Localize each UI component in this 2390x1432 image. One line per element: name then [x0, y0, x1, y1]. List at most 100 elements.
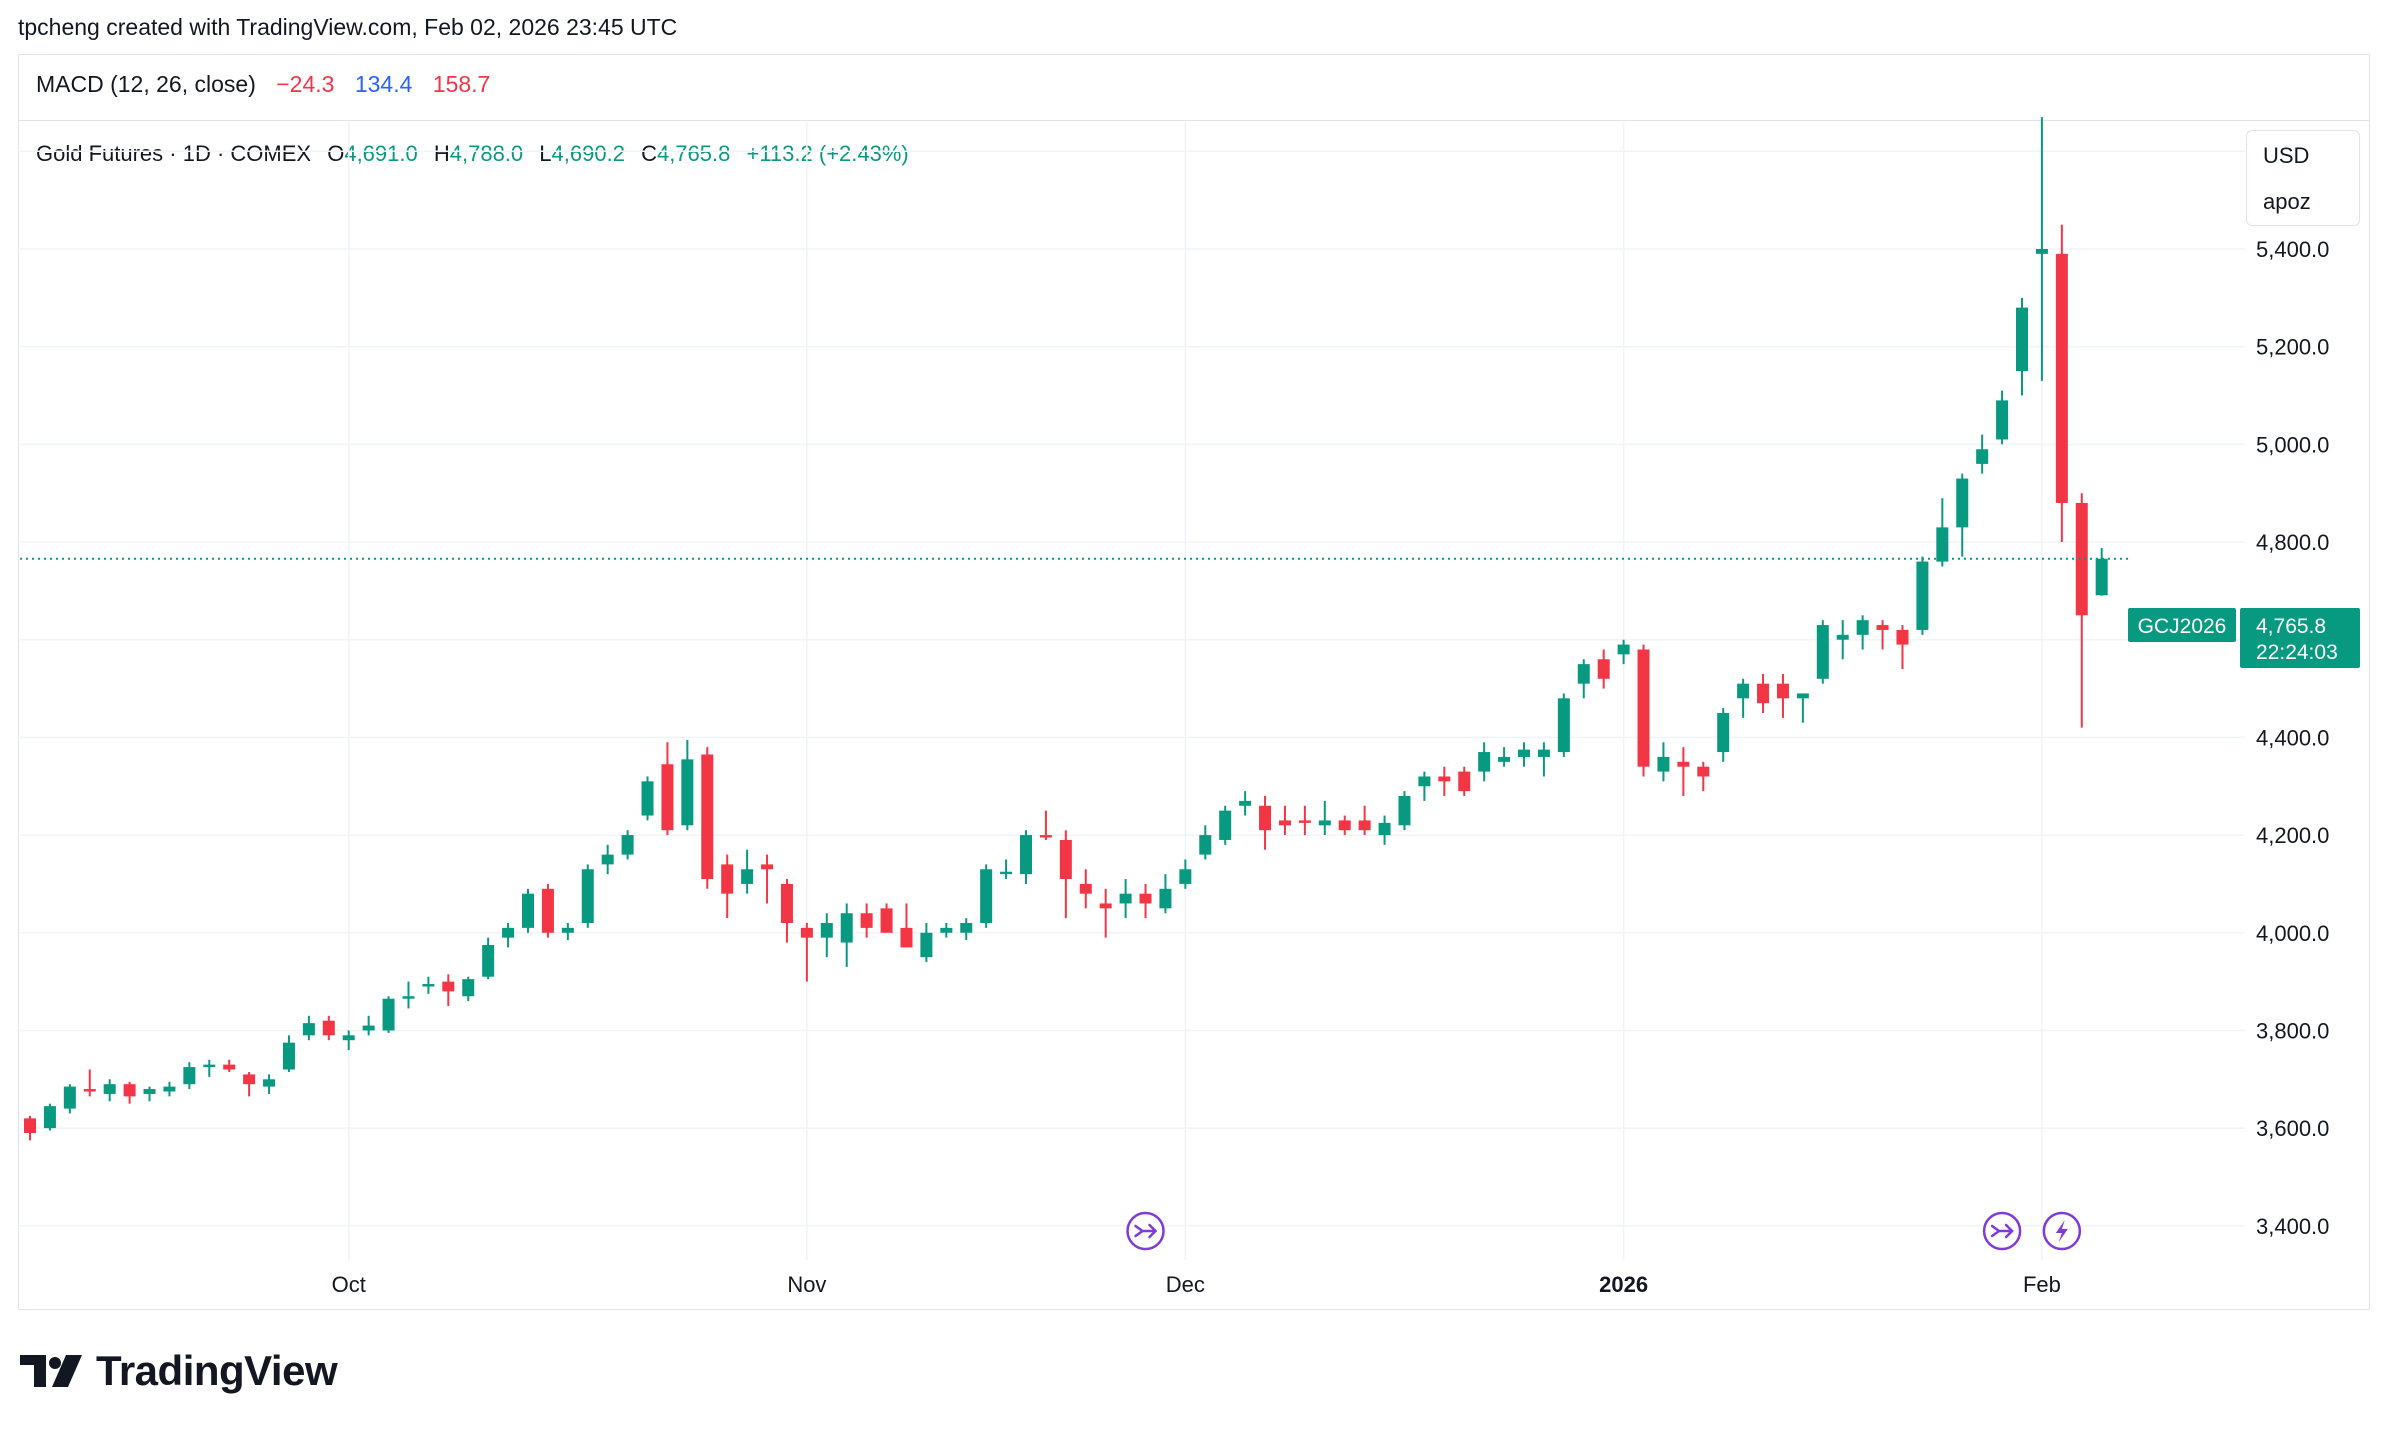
candle-body	[382, 998, 395, 1031]
candle-body	[1318, 820, 1331, 826]
candle	[721, 854, 734, 919]
candle-body	[741, 869, 754, 884]
candle-body	[1079, 883, 1092, 894]
candle	[1677, 747, 1690, 797]
candle	[1597, 649, 1610, 689]
candle-body	[1717, 712, 1730, 753]
ohlc-low: L4,690.2	[539, 141, 625, 166]
candle	[1179, 859, 1192, 889]
candle-body	[1577, 664, 1590, 684]
price-axis[interactable]: 3,400.0 3,600.0 3,800.0 4,000.0 4,200.0 4,400…	[2256, 139, 2329, 1239]
ohlc-open: O4,691.0	[327, 141, 418, 166]
candle	[780, 879, 793, 943]
lightning-event-icon[interactable]	[2042, 1211, 2082, 1251]
symbol-title[interactable]: Gold Futures · 1D · COMEX	[36, 141, 312, 166]
candle	[1219, 805, 1232, 845]
candle-body	[103, 1084, 116, 1094]
currency-unit-box[interactable]: USD apoz	[2246, 130, 2360, 226]
candle-body	[1239, 800, 1252, 806]
macd-label[interactable]: MACD (12, 26, close)	[36, 71, 256, 97]
candle-body	[960, 922, 973, 933]
forward-event-icon[interactable]	[1982, 1211, 2022, 1251]
candle-body	[1677, 761, 1690, 767]
candle	[820, 913, 833, 958]
macd-histogram-value: 158.7	[432, 71, 491, 97]
candle	[940, 922, 953, 938]
candle-body	[282, 1042, 295, 1070]
candle-body	[1597, 659, 1610, 679]
candle	[1876, 620, 1889, 650]
candle	[1757, 673, 1770, 713]
high-value: 4,788.0	[449, 141, 524, 166]
candle	[1896, 625, 1909, 670]
close-key: C	[641, 141, 657, 166]
candle-body	[1219, 810, 1232, 840]
candle-body	[1617, 644, 1630, 655]
candle-body	[522, 893, 534, 928]
candle-body	[1119, 893, 1132, 904]
candle-body	[1438, 776, 1451, 782]
candle	[1956, 473, 1969, 557]
currency-unit[interactable]: apoz	[2263, 189, 2311, 214]
change-value: +113.2 (+2.43%)	[746, 141, 909, 166]
candle-body	[900, 927, 913, 948]
candle-body	[1557, 698, 1570, 753]
candle	[1537, 742, 1550, 777]
candle	[920, 922, 933, 963]
candle-body	[163, 1086, 176, 1092]
candle	[1737, 678, 1750, 718]
forward-glyph	[1990, 1223, 2014, 1239]
candle	[1478, 742, 1491, 782]
time-axis[interactable]: Oct Nov Dec 2026 Feb	[332, 1272, 2061, 1297]
candle	[581, 864, 594, 928]
x-tick-label: Feb	[2023, 1272, 2061, 1297]
forward-event-icon[interactable]	[1126, 1211, 1165, 1251]
price-tag-bg	[2240, 608, 2360, 668]
candle	[1378, 815, 1391, 845]
candle	[1996, 390, 2009, 445]
forward-glyph	[1134, 1223, 1158, 1239]
candle-body	[1099, 903, 1112, 909]
candle	[63, 1084, 76, 1114]
tradingview-logo[interactable]: TradingView	[20, 1345, 338, 1397]
candle-body	[2016, 307, 2028, 372]
price-tag-countdown: 22:24:03	[2256, 641, 2338, 664]
candle-body	[442, 981, 455, 992]
candle	[282, 1035, 295, 1072]
candle-body	[1498, 756, 1511, 762]
close-value: 4,765.8	[656, 141, 731, 166]
candle-body	[800, 927, 813, 938]
open-key: O	[327, 141, 345, 166]
candle	[1000, 859, 1013, 880]
candle-body	[482, 944, 495, 977]
candle-body	[203, 1064, 216, 1068]
candle	[980, 864, 993, 928]
candle	[322, 1015, 335, 1041]
candle	[960, 918, 973, 941]
tradingview-logo-icon	[20, 1355, 82, 1387]
candle	[840, 903, 853, 967]
pane-separator[interactable]	[18, 120, 2370, 121]
candle	[1577, 659, 1590, 699]
candle-body	[1657, 756, 1670, 772]
candle-body	[561, 927, 574, 933]
candle	[103, 1079, 116, 1102]
currency-code[interactable]: USD	[2263, 143, 2310, 168]
candle-body	[1737, 683, 1750, 699]
candle	[1398, 791, 1411, 831]
symbol-legend: Gold Futures · 1D · COMEX O4,691.0 H4,78…	[36, 141, 919, 167]
candle-body	[1338, 820, 1351, 831]
candle	[163, 1081, 176, 1097]
candle	[701, 747, 714, 889]
candle	[43, 1103, 56, 1131]
candle-body	[342, 1035, 355, 1041]
candle-body	[1757, 683, 1770, 704]
candle-body	[880, 908, 893, 933]
y-tick-label: 5,200.0	[2256, 335, 2329, 360]
candle-body	[780, 883, 793, 923]
low-value: 4,690.2	[551, 141, 625, 166]
candle	[1637, 644, 1650, 777]
candle-body	[1020, 835, 1032, 875]
candle	[2035, 117, 2048, 381]
